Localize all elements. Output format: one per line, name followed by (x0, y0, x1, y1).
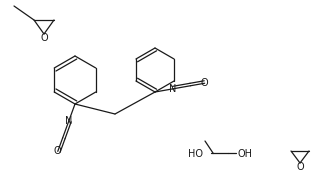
Text: OH: OH (238, 149, 253, 159)
Text: O: O (40, 33, 48, 43)
Text: N: N (65, 116, 72, 126)
Text: O: O (201, 78, 209, 88)
Text: N: N (169, 84, 176, 94)
Text: O: O (296, 162, 304, 172)
Text: O: O (54, 146, 62, 156)
Text: HO: HO (188, 149, 203, 159)
